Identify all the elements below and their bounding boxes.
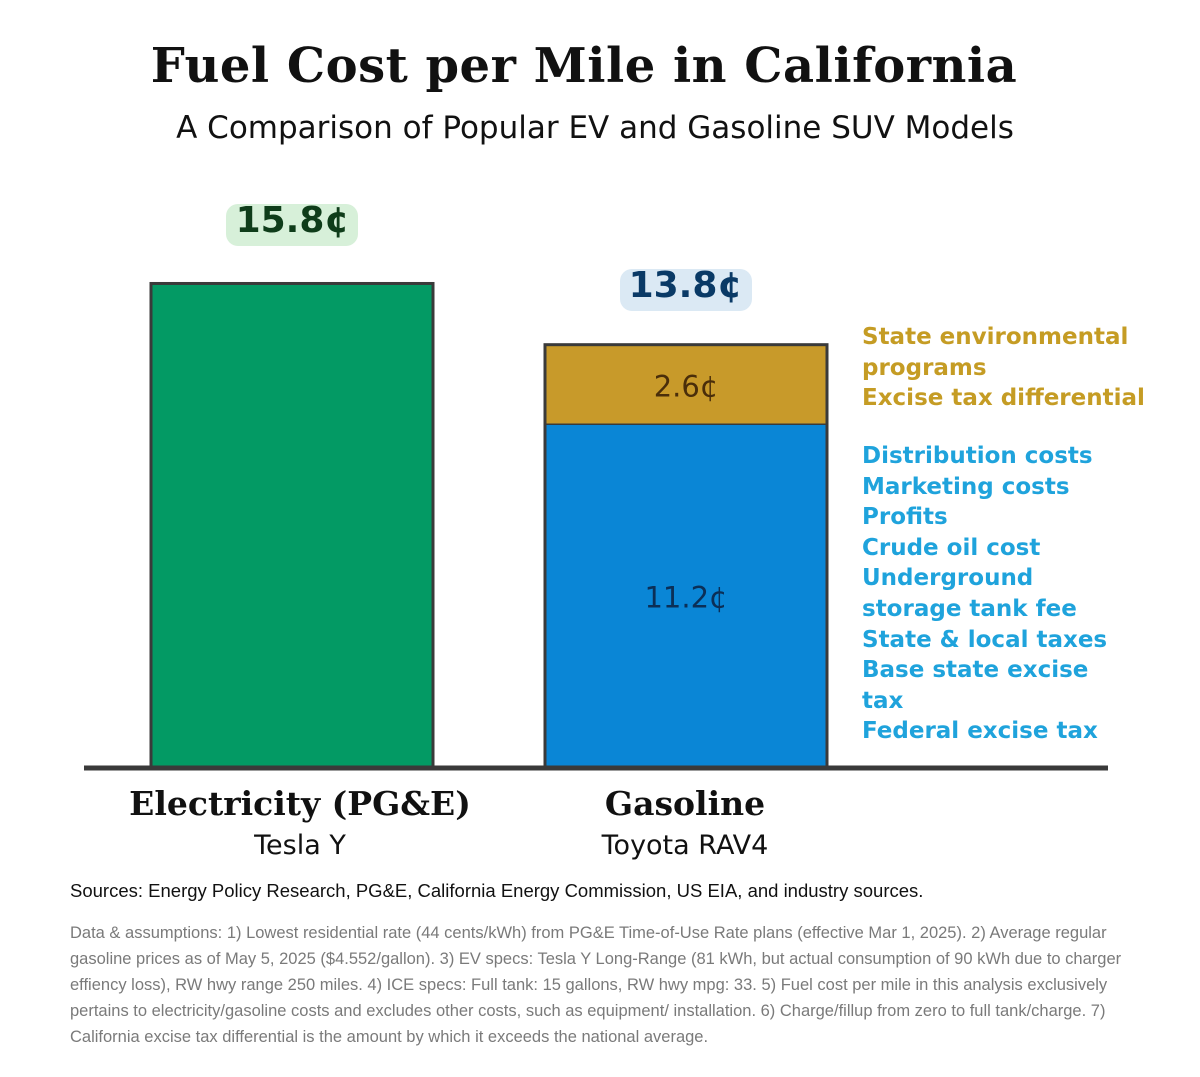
legend-item: Marketing costs xyxy=(862,473,1070,500)
ev-total-label: 15.8¢ xyxy=(160,200,425,246)
legend-item: Base state excise tax xyxy=(862,657,1089,714)
legend-item: Profits xyxy=(862,504,948,531)
bar-segment xyxy=(151,283,433,767)
bar-segment xyxy=(545,344,827,425)
legend-environmental: State environmental programs Excise tax … xyxy=(862,322,1152,414)
category-sublabel-tesla: Tesla Y xyxy=(254,830,346,861)
segment-value-label: 2.6¢ xyxy=(654,369,719,403)
legend-item: Excise tax differential xyxy=(862,385,1145,412)
chart-title: Fuel Cost per Mile in California xyxy=(150,38,1018,94)
legend-item: Underground storage tank fee xyxy=(862,565,1077,622)
legend-base-costs: Distribution costs Marketing costs Profi… xyxy=(862,441,1152,747)
segment-value-label: 11.2¢ xyxy=(644,581,727,615)
sources-note: Sources: Energy Policy Research, PG&E, C… xyxy=(70,880,924,901)
category-label-electricity: Electricity (PG&E) xyxy=(129,784,471,823)
category-sublabel-rav4: Toyota RAV4 xyxy=(601,830,769,861)
chart-subtitle: A Comparison of Popular EV and Gasoline … xyxy=(176,110,1014,146)
category-label-gasoline: Gasoline xyxy=(604,784,766,823)
legend-item: Crude oil cost xyxy=(862,534,1041,561)
gas-total-label: 13.8¢ xyxy=(548,265,823,311)
legend-item: State & local taxes xyxy=(862,626,1108,653)
legend-item: Distribution costs xyxy=(862,443,1093,469)
bar-segment xyxy=(545,424,827,767)
assumptions-note: Data & assumptions: 1) Lowest residentia… xyxy=(70,924,1122,1046)
legend-item: Federal excise tax xyxy=(862,718,1098,745)
legend-item: State environmental programs xyxy=(862,324,1129,381)
